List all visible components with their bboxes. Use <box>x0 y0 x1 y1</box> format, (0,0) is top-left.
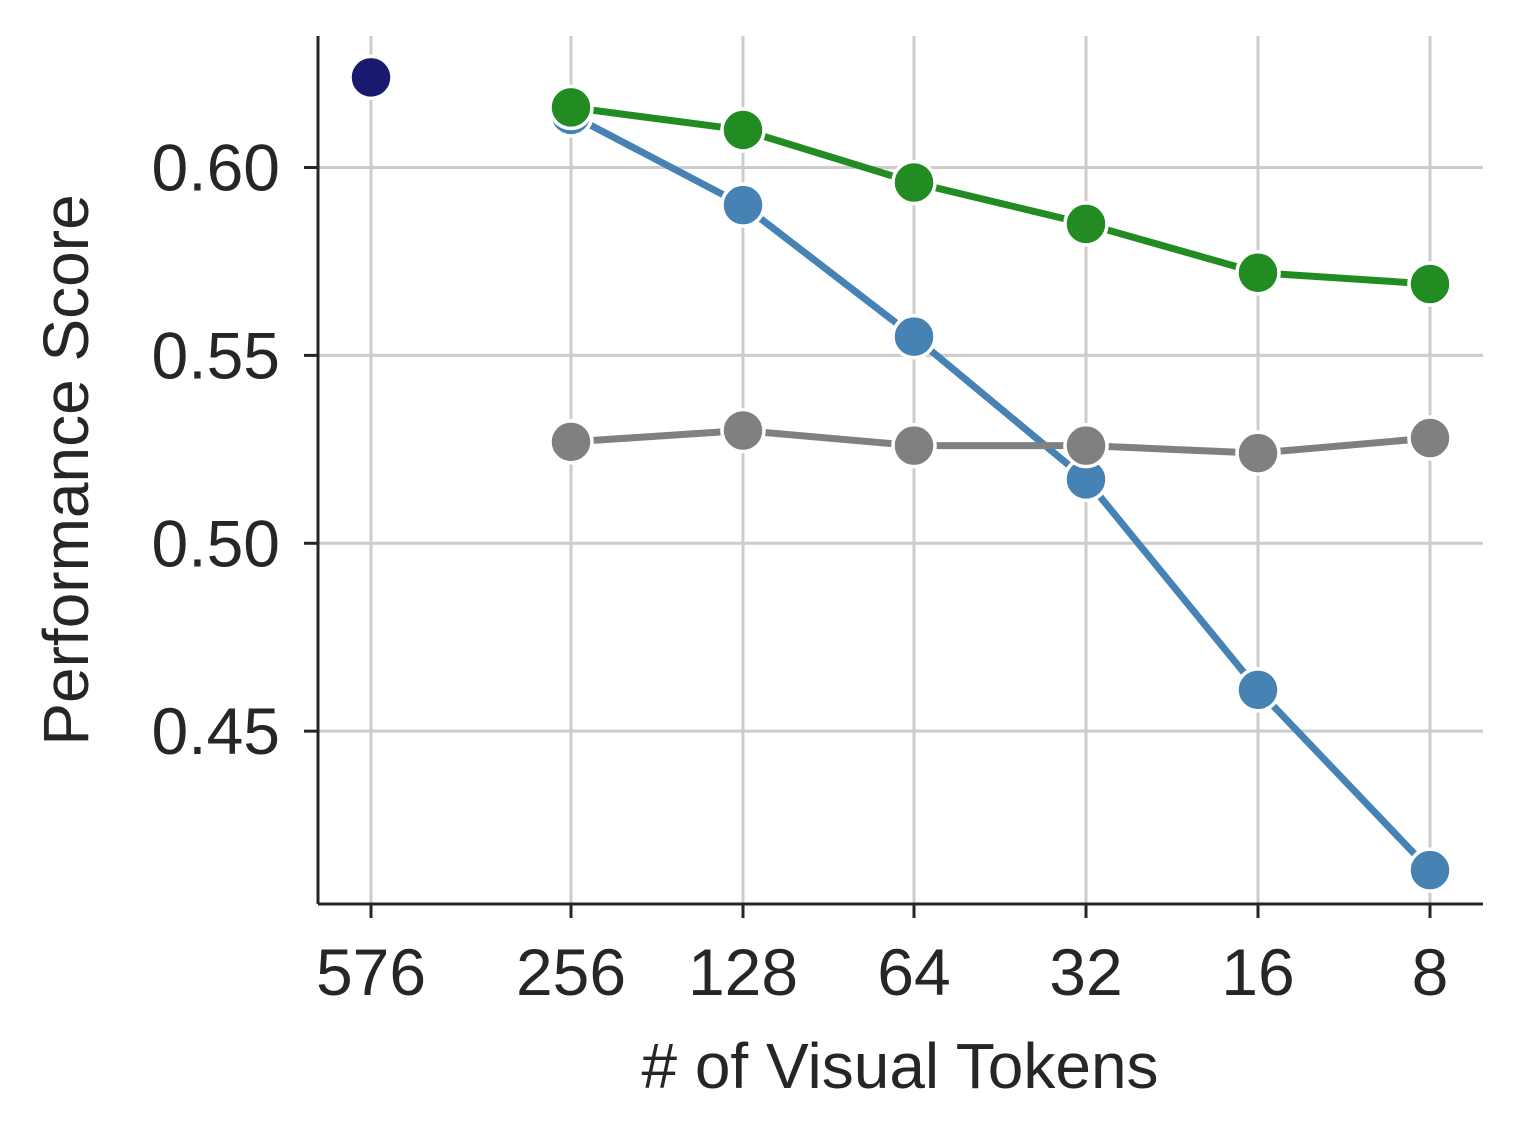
data-point <box>891 313 937 360</box>
y-tick-label: 0.55 <box>152 318 280 392</box>
data-point <box>1235 249 1281 296</box>
x-axis-title: # of Visual Tokens <box>641 1030 1158 1102</box>
data-point <box>1407 261 1453 307</box>
series-group <box>348 54 1453 893</box>
data-point <box>1063 422 1109 469</box>
data-point <box>720 407 766 454</box>
data-point <box>1235 430 1281 476</box>
data-point <box>720 107 766 153</box>
x-tick-label: 8 <box>1412 935 1449 1009</box>
data-point <box>720 182 766 228</box>
data-point <box>548 84 594 131</box>
data-point <box>1407 847 1453 893</box>
y-tick-label: 0.45 <box>152 694 280 768</box>
series-line <box>567 103 1434 288</box>
data-point <box>891 159 937 206</box>
y-tick-label: 0.50 <box>152 506 280 580</box>
data-point <box>548 419 594 465</box>
x-tick-label: 16 <box>1221 935 1294 1009</box>
y-tick-label: 0.60 <box>152 131 280 205</box>
series-1 <box>548 84 1453 307</box>
axes <box>304 36 1483 918</box>
x-tick-label: 256 <box>516 935 626 1009</box>
x-tick-label: 64 <box>877 935 950 1009</box>
series-3 <box>348 54 394 101</box>
series-0 <box>548 92 1453 893</box>
data-point <box>1407 415 1453 461</box>
series-2 <box>548 407 1453 476</box>
x-tick-label: 32 <box>1049 935 1122 1009</box>
x-tick-label: 576 <box>316 935 426 1009</box>
data-point <box>891 422 937 469</box>
series-line <box>567 427 1434 457</box>
x-tick-label: 128 <box>688 935 798 1009</box>
data-point <box>348 54 394 101</box>
data-point <box>1063 201 1109 247</box>
tick-labels: 576 256 128 64 32 16 8 0.45 0.50 0.55 0.60 <box>152 131 1449 1009</box>
y-axis-title: Performance Score <box>30 194 102 745</box>
series-line <box>567 111 1434 874</box>
data-point <box>1235 667 1281 713</box>
